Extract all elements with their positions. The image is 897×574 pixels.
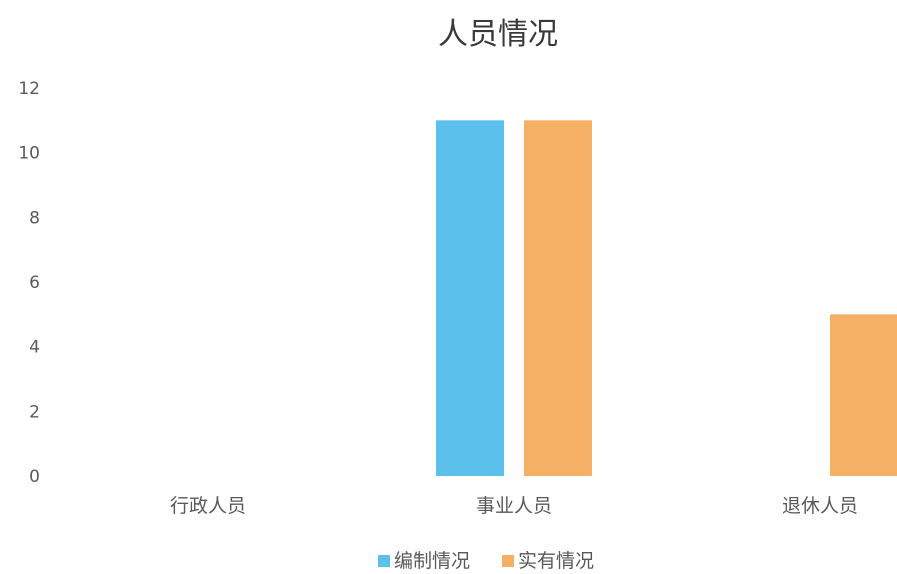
y-tick-label: 12 (18, 79, 40, 99)
legend-swatch (378, 555, 390, 567)
y-tick-label: 0 (29, 467, 40, 487)
y-tick-label: 6 (29, 273, 40, 293)
legend: 编制情况 实有情况 (378, 550, 594, 572)
y-tick-label: 8 (29, 208, 40, 228)
bar-1-2 (436, 120, 504, 476)
bar-2-3 (830, 314, 897, 476)
x-axis-labels: 行政人员 事业人员 退休人员 (170, 495, 858, 517)
chart-title: 人员情况 (438, 17, 558, 52)
y-tick-label: 2 (29, 402, 40, 422)
x-category-label: 事业人员 (476, 495, 552, 517)
legend-label: 实有情况 (518, 550, 594, 572)
y-tick-label: 4 (29, 338, 40, 358)
x-category-label: 行政人员 (170, 495, 246, 517)
y-tick-label: 10 (18, 144, 40, 164)
legend-label: 编制情况 (394, 550, 470, 572)
bars (436, 120, 897, 476)
y-axis-ticks: 0 2 4 6 8 10 12 (18, 79, 40, 487)
x-category-label: 退休人员 (782, 495, 858, 517)
legend-swatch (502, 555, 514, 567)
bar-2-2 (524, 120, 592, 476)
